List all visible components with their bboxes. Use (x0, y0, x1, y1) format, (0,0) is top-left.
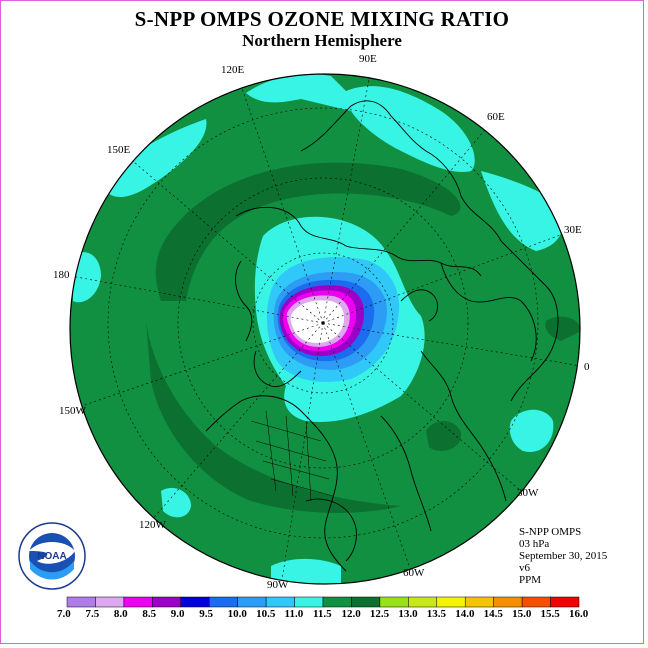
colorbar-swatch (66, 596, 96, 608)
colorbar-swatch (464, 596, 494, 608)
cyan-patch-nw (101, 119, 207, 197)
dark-green-band (146, 321, 401, 513)
colorbar-tick-label: 14.5 (483, 608, 503, 620)
graticule (70, 74, 580, 584)
gull-icon (29, 542, 75, 564)
cyan-patch-sw (161, 487, 191, 518)
lon-label-0: 0 (584, 361, 590, 373)
colorbar-tick-label: 7.5 (85, 608, 100, 620)
cyan-patch-south (271, 558, 341, 584)
lon-label-30w: 30W (517, 487, 539, 499)
lon-label-60w: 60W (403, 567, 425, 579)
colorbar-swatch (237, 596, 267, 608)
colorbar-swatch (408, 596, 438, 608)
globe-outline (69, 73, 581, 585)
colorbar-tick-label: 11.5 (313, 608, 332, 620)
colorbar-swatch (379, 596, 409, 608)
colorbar-tick-label: 7.0 (57, 608, 71, 620)
colorbar-swatch (294, 596, 324, 608)
colorbar-swatch (493, 596, 523, 608)
lon-label-150e: 150E (107, 144, 131, 156)
lon-label-150w: 150W (59, 405, 86, 417)
colorbar-tick-label: 14.0 (455, 608, 475, 620)
colorbar-tick-label: 13.0 (398, 608, 418, 620)
cyan-patch-north (246, 74, 475, 172)
colorbar-swatch (95, 596, 125, 608)
colorbar-swatch (550, 596, 580, 608)
colorbar-swatch (322, 596, 352, 608)
dark-green-patch (545, 316, 580, 341)
lon-label-60e: 60E (487, 111, 505, 123)
colorbar-tick-label: 12.5 (369, 608, 390, 620)
colorbar-swatch (436, 596, 466, 608)
colorbar-swatch (265, 596, 295, 608)
noaa-logo: NOAA (18, 522, 86, 590)
state-boundaries (250, 410, 334, 502)
logo-text: NOAA (37, 551, 66, 562)
lon-label-120e: 120E (221, 64, 245, 76)
colorbar-tick-label: 9.0 (170, 608, 185, 620)
colorbar-tick-label: 8.0 (113, 608, 128, 620)
colorbar-tick-label: 13.5 (426, 608, 447, 620)
lon-label-180: 180 (53, 269, 70, 281)
map-subtitle: Northern Hemisphere (242, 31, 402, 50)
colorbar-tick-label: 10.5 (256, 608, 276, 620)
colorbar-tick-label: 9.5 (199, 608, 213, 620)
colorbar-tick-label: 15.5 (540, 608, 560, 620)
info-version: v6 (519, 562, 530, 574)
lon-label-90e: 90E (359, 53, 377, 65)
cyan-patch-ne (481, 171, 564, 251)
colorbar-swatch (208, 596, 238, 608)
lon-label-30e: 30E (564, 224, 582, 236)
cyan-patch-west (73, 252, 101, 303)
lon-label-120w: 120W (139, 519, 166, 531)
dark-green-band (155, 162, 461, 301)
colorbar-tick-label: 11.0 (284, 608, 304, 620)
colorbar-swatch (521, 596, 551, 608)
colorbar-tick-label: 8.5 (142, 608, 157, 620)
info-units: PPM (519, 574, 542, 586)
colorbar-swatch (152, 596, 182, 608)
colorbar-swatch (180, 596, 210, 608)
wave-icon (30, 561, 74, 580)
colorbar-tick-label: 10.0 (227, 608, 247, 620)
dark-green-patch (426, 421, 462, 451)
map-title: S-NPP OMPS OZONE MIXING RATIO (134, 7, 510, 31)
cyan-patch-east (509, 409, 554, 452)
colorbar-swatch (123, 596, 153, 608)
colorbar-tick-label: 12.0 (341, 608, 361, 620)
info-date: September 30, 2015 (519, 550, 608, 562)
colorbar-swatch (351, 596, 381, 608)
colorbar-tick-label: 15.0 (512, 608, 532, 620)
lon-label-90w: 90W (267, 579, 289, 591)
info-instrument: S-NPP OMPS (519, 526, 582, 538)
colorbar-tick-label: 16.0 (569, 608, 589, 620)
coastlines (205, 100, 559, 572)
info-pressure: 03 hPa (519, 538, 550, 550)
